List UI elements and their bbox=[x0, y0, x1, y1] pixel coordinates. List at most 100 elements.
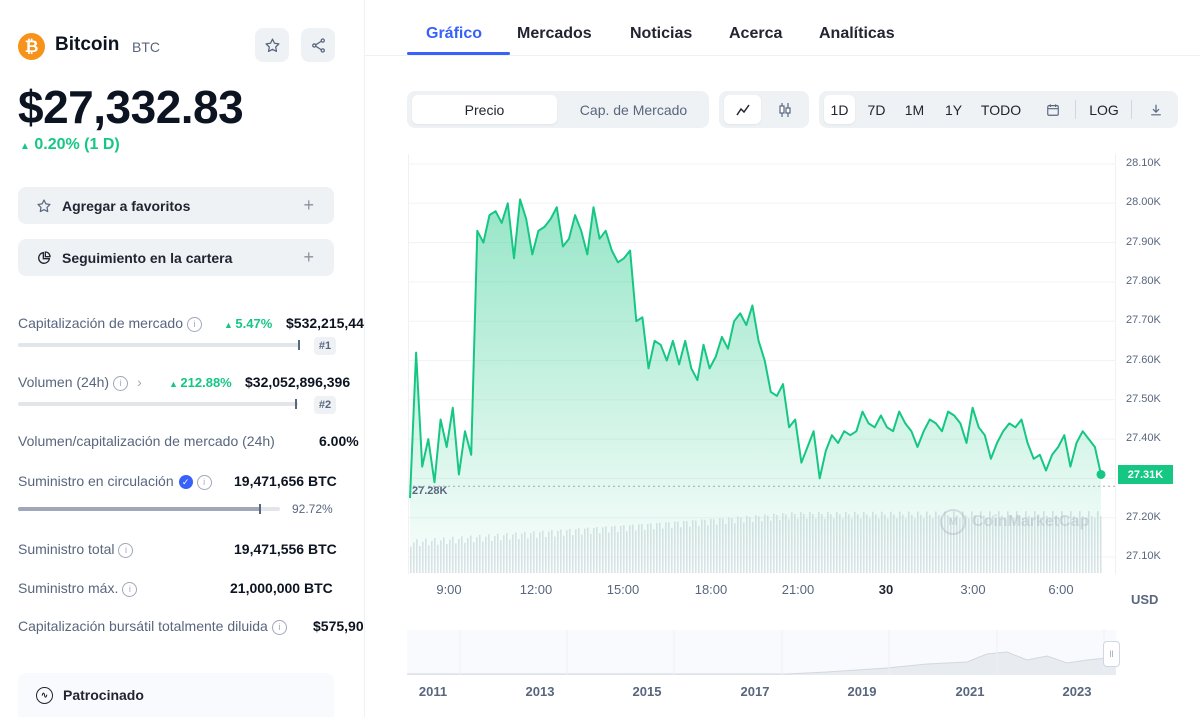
price-change: ▲ 0.20% (1 D) bbox=[20, 136, 120, 154]
star-button[interactable] bbox=[255, 28, 289, 62]
volume-rank: #2 bbox=[314, 396, 336, 414]
x-tick-label: 9:00 bbox=[436, 582, 462, 597]
add-favorites-button[interactable]: Agregar a favoritos + bbox=[18, 187, 334, 224]
info-icon[interactable]: i bbox=[271, 619, 287, 635]
watermark-text: CoinMarketCap bbox=[972, 513, 1090, 530]
coin-sidebar: ₿ Bitcoin BTC $27,332.83 ▲ 0.20% (1 D) A… bbox=[0, 0, 365, 717]
market-cap-value: $532,215,44 bbox=[286, 315, 364, 331]
coin-name: Bitcoin bbox=[55, 34, 120, 55]
year-label: 2023 bbox=[1062, 684, 1092, 699]
current-price-label: 27.31K bbox=[1118, 465, 1173, 485]
info-icon[interactable]: i bbox=[118, 542, 134, 558]
volume-label: Volumen (24h) i › bbox=[18, 374, 142, 391]
tab-noticias[interactable]: Noticias bbox=[630, 25, 693, 42]
volume-value: $32,052,896,396 bbox=[245, 374, 351, 390]
line-chart-button[interactable] bbox=[724, 95, 761, 124]
time-navigator[interactable] bbox=[407, 630, 1116, 675]
y-tick-label: 28.00K bbox=[1126, 196, 1161, 209]
track-portfolio-label: Seguimiento en la cartera bbox=[62, 249, 233, 266]
volume-change: ▲ 212.88% bbox=[169, 375, 232, 390]
star-icon bbox=[36, 198, 52, 214]
info-icon[interactable]: i bbox=[186, 316, 202, 332]
year-label: 2013 bbox=[525, 684, 555, 699]
coin-symbol: BTC bbox=[132, 39, 160, 55]
star-icon bbox=[264, 37, 280, 52]
download-button[interactable] bbox=[1139, 95, 1173, 124]
watermark: M CoinMarketCap bbox=[940, 509, 1089, 535]
share-icon bbox=[311, 37, 325, 53]
sponsored-section[interactable]: ∿ Patrocinado bbox=[18, 673, 334, 717]
chevron-right-icon[interactable]: › bbox=[137, 374, 142, 390]
tab-acerca[interactable]: Acerca bbox=[729, 25, 783, 42]
market-cap-change: ▲ 5.47% bbox=[224, 316, 273, 331]
tab-mercados[interactable]: Mercados bbox=[517, 25, 592, 42]
share-button[interactable] bbox=[301, 28, 335, 62]
coin-price: $27,332.83 bbox=[18, 81, 244, 133]
max-supply-label: Suministro máx. i bbox=[18, 580, 138, 597]
candlestick-button[interactable] bbox=[766, 95, 804, 124]
plus-icon: + bbox=[303, 247, 314, 267]
volume-bar bbox=[18, 399, 298, 409]
controls-divider bbox=[1131, 100, 1132, 119]
volume-mcap-value: 6.00% bbox=[319, 433, 359, 449]
max-supply-value: 21,000,000 BTC bbox=[230, 580, 333, 596]
calendar-icon bbox=[1046, 103, 1059, 116]
y-tick-label: 27.70K bbox=[1126, 314, 1161, 327]
market-cap-tab[interactable]: Cap. de Mercado bbox=[579, 101, 688, 118]
navigator-history-area bbox=[407, 652, 1116, 675]
sponsored-label: Patrocinado bbox=[63, 687, 144, 703]
circulating-supply-bar bbox=[18, 504, 280, 514]
navigator-handle[interactable]: ll bbox=[1103, 641, 1120, 667]
price-change-value: 0.20% (1 D) bbox=[34, 136, 120, 153]
x-tick-label: 3:00 bbox=[960, 582, 986, 597]
range-7d[interactable]: 7D bbox=[867, 101, 886, 118]
triangle-up-icon: ▲ bbox=[224, 320, 236, 330]
chart-right-border bbox=[1115, 154, 1116, 574]
log-toggle[interactable]: LOG bbox=[1089, 101, 1119, 118]
x-tick-label: 12:00 bbox=[519, 582, 553, 597]
info-icon[interactable]: i bbox=[113, 375, 129, 391]
tabs-divider bbox=[365, 55, 1200, 56]
x-tick-label: 21:00 bbox=[781, 582, 815, 597]
year-label: 2019 bbox=[847, 684, 877, 699]
market-cap-rank: #1 bbox=[314, 337, 336, 355]
y-tick-label: 27.60K bbox=[1126, 353, 1161, 366]
triangle-up-icon: ▲ bbox=[20, 141, 30, 152]
track-portfolio-button[interactable]: Seguimiento en la cartera + bbox=[18, 239, 334, 276]
price-tab[interactable]: Precio bbox=[412, 95, 557, 124]
baseline-label: 27.28K bbox=[412, 485, 448, 498]
range-1d[interactable]: 1D bbox=[824, 95, 855, 124]
chart-type-toggle: Precio Cap. de Mercado bbox=[407, 91, 709, 128]
y-tick-label: 28.10K bbox=[1126, 157, 1161, 169]
market-cap-bar bbox=[18, 340, 300, 350]
coinmarketcap-logo-icon: M bbox=[940, 509, 966, 535]
range-todo[interactable]: TODO bbox=[980, 101, 1022, 118]
info-icon[interactable]: i bbox=[196, 474, 212, 490]
download-icon bbox=[1151, 104, 1161, 115]
controls-divider bbox=[1075, 100, 1076, 119]
sponsored-icon: ∿ bbox=[36, 686, 53, 704]
tab-analiticas[interactable]: Analíticas bbox=[819, 25, 895, 42]
range-1y[interactable]: 1Y bbox=[944, 101, 963, 118]
navigator-ticks bbox=[459, 630, 1105, 675]
year-label: 2015 bbox=[632, 684, 662, 699]
total-supply-label: Suministro total i bbox=[18, 541, 134, 558]
x-tick-label: 18:00 bbox=[694, 582, 728, 597]
calendar-button[interactable] bbox=[1037, 95, 1068, 124]
x-tick-label: 15:00 bbox=[606, 582, 640, 597]
market-cap-label: Capitalización de mercado i bbox=[18, 315, 202, 332]
verified-icon: ✓ bbox=[178, 475, 193, 490]
tab-grafico[interactable]: Gráfico bbox=[426, 25, 483, 42]
year-label: 2017 bbox=[740, 684, 770, 699]
price-line bbox=[409, 198, 1102, 499]
circulating-supply-label: Suministro en circulación ✓ i bbox=[18, 473, 212, 490]
active-tab-indicator bbox=[407, 52, 510, 55]
fdv-value: $575,90 bbox=[313, 618, 364, 634]
price-area bbox=[410, 199, 1101, 573]
currency-label: USD bbox=[1131, 592, 1159, 607]
range-1m[interactable]: 1M bbox=[904, 101, 925, 118]
total-supply-value: 19,471,556 BTC bbox=[234, 541, 337, 557]
info-icon[interactable]: i bbox=[122, 581, 138, 597]
current-price-dot bbox=[1096, 469, 1106, 479]
